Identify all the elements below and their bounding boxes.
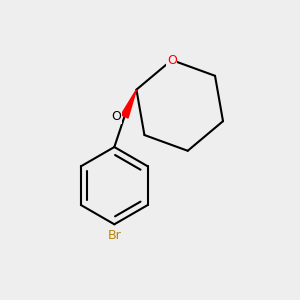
Text: O: O bbox=[167, 53, 177, 67]
Text: O: O bbox=[111, 110, 121, 123]
Text: Br: Br bbox=[107, 229, 121, 242]
Polygon shape bbox=[121, 90, 136, 118]
